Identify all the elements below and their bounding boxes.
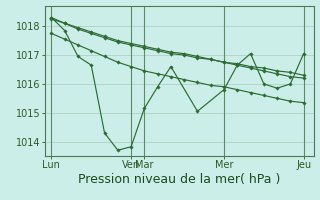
X-axis label: Pression niveau de la mer( hPa ): Pression niveau de la mer( hPa )	[78, 173, 280, 186]
